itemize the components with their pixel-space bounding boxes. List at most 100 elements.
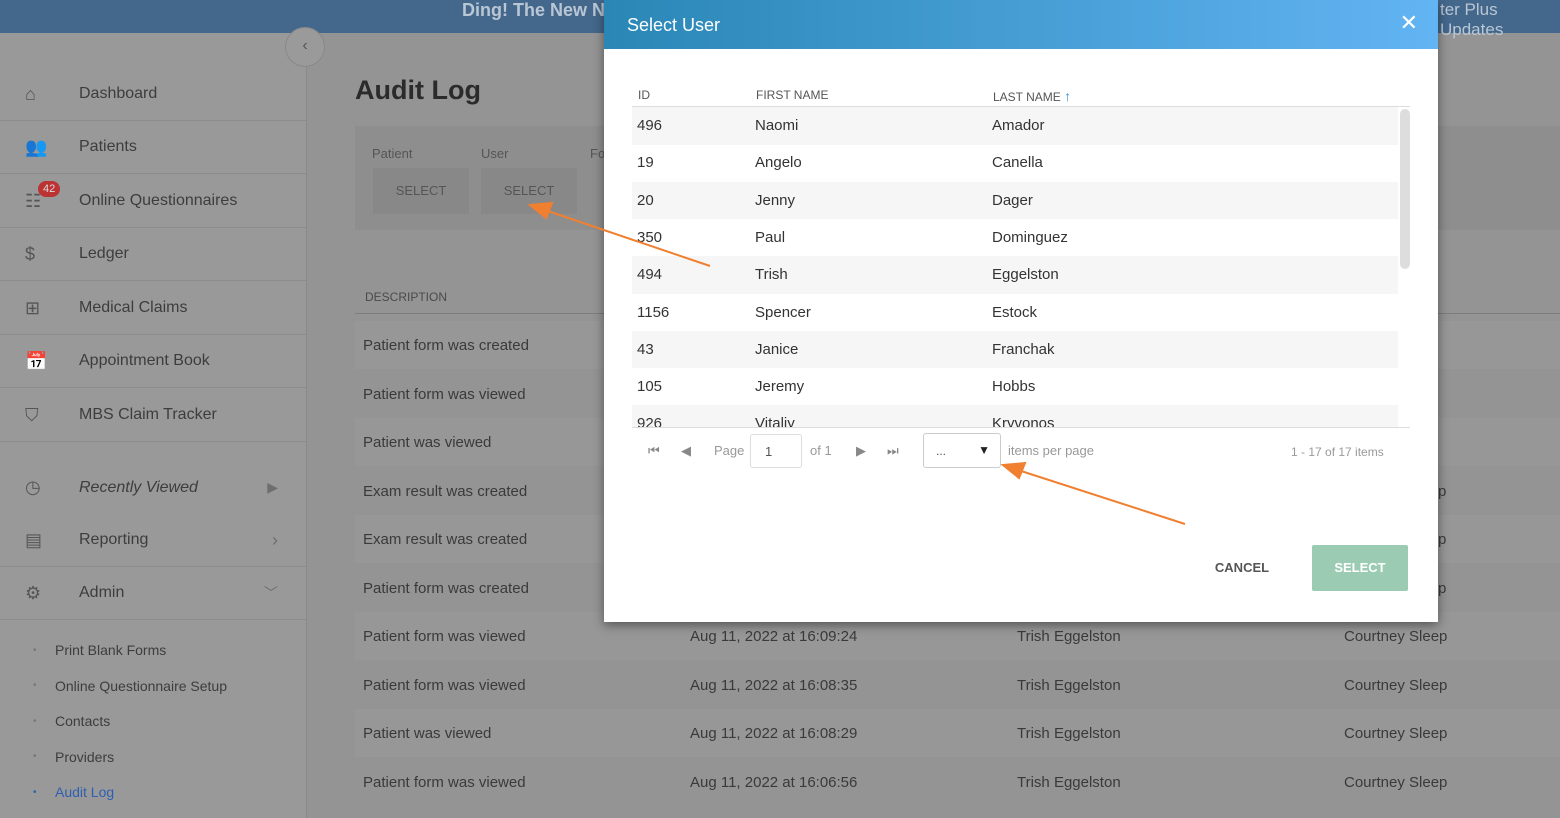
id-cell: 19 [637,154,654,172]
checklist-icon: ☷ 42 [0,180,79,212]
sidebar-item-admin[interactable]: ⚙ Admin ﹀ [0,567,306,620]
column-header-first-name[interactable]: FIRST NAME [756,88,829,102]
items-per-page-value: ... [936,444,947,458]
sidebar-item-ledger[interactable]: $ Ledger [0,228,306,281]
description-column-header: DESCRIPTION [365,290,448,304]
select-user-dialog: Select User ✕ ID FIRST NAME LAST NAME ↑ … [604,0,1438,622]
description-cell: Exam result was created [363,482,528,500]
items-per-page-select[interactable]: ... ▼ [923,433,1001,468]
banner-text-right: ter Plus Updates [1440,0,1504,39]
sidebar-subitem-label: Online Questionnaire Setup [55,677,227,694]
sidebar-subitem-providers[interactable]: • Providers [33,749,114,765]
user-row[interactable]: 19 Angelo Canella [632,144,1398,182]
audit-log-row[interactable]: Patient was viewed Aug 11, 2022 at 16:08:… [355,709,1560,757]
user-cell: Trish Eggelston [1017,628,1121,645]
column-header-id[interactable]: ID [638,88,650,102]
description-cell: Patient form was created [363,579,529,597]
sidebar-item-dashboard[interactable]: ⌂ Dashboard [0,68,306,121]
scrollbar[interactable] [1400,109,1410,269]
last-name-cell: Dager [992,191,1033,209]
user-cell: Trish Eggelston [1017,773,1121,791]
provider-cell: Courtney Sleep [1344,773,1448,791]
user-row[interactable]: 1156 Spencer Estock [632,294,1398,332]
sidebar-item-label: Admin [79,584,125,601]
sidebar-item-medical-claims[interactable]: ⊞ Medical Claims [0,282,306,335]
pager-summary: 1 - 17 of 17 items [1291,445,1384,459]
date-cell: Aug 11, 2022 at 16:08:29 [690,725,858,742]
chevron-right-icon: › [272,529,278,550]
bullet-icon: • [33,715,37,727]
select-button[interactable]: SELECT [1312,545,1408,591]
user-cell: Trish Eggelston [1017,676,1121,694]
sidebar-subitem-label: Providers [55,748,115,765]
user-row[interactable]: 20 Jenny Dager [632,181,1398,220]
sidebar-item-recently-viewed[interactable]: ◷ Recently Viewed ▶ [0,461,306,514]
caret-down-icon: ▼ [978,443,990,457]
next-page-icon[interactable]: ▶ [856,443,866,458]
last-page-icon[interactable]: ⏭ [887,443,899,458]
chevron-left-icon: ‹ [302,37,308,54]
sidebar-subitem-print-blank-forms[interactable]: • Print Blank Forms [33,642,166,658]
collapse-sidebar-button[interactable]: ‹ [285,27,325,67]
patient-select-button[interactable]: SELECT [373,168,469,214]
user-select-button[interactable]: SELECT [481,168,577,214]
dialog-title: Select User [627,15,721,35]
description-cell: Patient form was created [363,337,529,354]
divider [632,427,1410,428]
id-cell: 20 [637,191,654,209]
sidebar-item-label: Patients [79,138,137,155]
dollar-icon: $ [25,243,36,264]
description-cell: Exam result was created [363,531,528,548]
first-name-cell: Jeremy [755,378,805,396]
date-cell: Aug 11, 2022 at 16:09:24 [690,628,858,645]
sidebar-item-patients[interactable]: 👥 Patients [0,121,306,174]
user-row[interactable]: 926 Vitaliy Kryvonos [632,405,1398,427]
filter-label-fragment: Fo [590,146,606,161]
audit-log-row[interactable]: Patient form was viewed Aug 11, 2022 at 1… [355,661,1560,709]
prev-page-icon[interactable]: ◀ [681,443,691,458]
audit-log-row[interactable]: Patient form was created p [355,564,1560,612]
page-number-input[interactable]: 1 [750,434,802,468]
id-cell: 43 [637,340,654,358]
provider-cell: Courtney Sleep [1344,725,1448,742]
id-cell: 105 [637,378,663,396]
last-name-cell: Amador [992,117,1045,134]
close-icon[interactable]: ✕ [1399,10,1418,35]
description-cell: Patient form was viewed [363,676,526,694]
notification-badge: 42 [38,180,61,197]
page-label: Page [714,443,745,458]
sidebar-subitem-contacts[interactable]: • Contacts [33,713,110,729]
sidebar-item-appointment-book[interactable]: 📅 Appointment Book [0,335,306,388]
sidebar-subitem-audit-log[interactable]: • Audit Log [33,784,114,800]
user-row[interactable]: 494 Trish Eggelston [632,256,1398,294]
sidebar-item-label: Online Questionnaires [79,192,238,209]
bullet-icon: • [33,786,37,798]
sidebar-subitem-online-questionnaire-setup[interactable]: • Online Questionnaire Setup [33,678,227,694]
shield-check-icon: ⛉ [25,404,39,425]
user-row[interactable]: 496 Naomi Amador [632,107,1398,145]
user-row[interactable]: 350 Paul Dominguez [632,219,1398,257]
id-cell: 1156 [637,303,670,321]
sidebar-item-mbs-claim-tracker[interactable]: ⛉ MBS Claim Tracker [0,389,306,442]
provider-cell: p [1438,482,1447,500]
sidebar-item-label: Medical Claims [79,299,188,316]
sidebar-item-reporting[interactable]: ▤ Reporting › [0,514,306,567]
audit-log-row[interactable]: Exam result was created p [355,467,1560,515]
column-header-last-name[interactable]: LAST NAME ↑ [993,88,1071,104]
description-cell: Patient form was viewed [363,628,526,645]
sort-ascending-icon: ↑ [1064,88,1072,104]
description-cell: Patient was viewed [363,725,492,742]
id-cell: 494 [637,266,663,284]
user-row[interactable]: 43 Janice Franchak [632,330,1398,369]
last-name-cell: Estock [992,303,1038,321]
first-name-cell: Spencer [755,303,811,321]
first-page-icon[interactable]: ⏮ [648,443,660,458]
audit-log-row[interactable]: Patient form was viewed [355,370,1560,418]
last-name-cell: Dominguez [992,228,1068,246]
cancel-button[interactable]: CANCEL [1214,560,1270,575]
audit-log-row[interactable]: Patient form was viewed Aug 11, 2022 at 1… [355,758,1560,806]
sidebar-subitem-label: Audit Log [55,784,115,800]
user-row[interactable]: 105 Jeremy Hobbs [632,368,1398,406]
last-name-cell: Hobbs [992,378,1036,396]
sidebar-item-online-questionnaires[interactable]: ☷ 42 Online Questionnaires [0,175,306,228]
